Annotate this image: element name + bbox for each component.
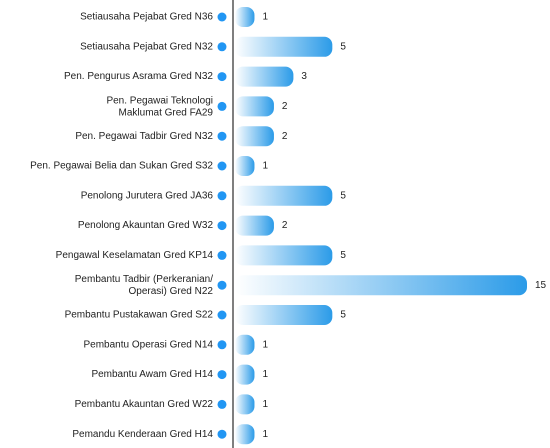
bar bbox=[235, 156, 255, 176]
category-label: Pen. Pegawai Tadbir Gred N32 bbox=[75, 131, 213, 142]
bar bbox=[235, 185, 333, 206]
axis-dot bbox=[217, 429, 227, 439]
category-label: Pengawal Keselamatan Gred KP14 bbox=[56, 250, 214, 261]
value-label: 1 bbox=[262, 161, 268, 172]
value-label: 1 bbox=[262, 399, 268, 410]
category-label: Pen. Pegawai Teknologi Maklumat Gred FA29 bbox=[106, 95, 213, 118]
category-label: Pembantu Akauntan Gred W22 bbox=[75, 399, 214, 410]
bar bbox=[235, 96, 274, 117]
axis-dot bbox=[217, 250, 227, 260]
axis-dot bbox=[217, 399, 227, 409]
category-label: Setiausaha Pejabat Gred N36 bbox=[80, 12, 213, 23]
bar bbox=[235, 66, 294, 87]
bar bbox=[235, 36, 333, 57]
value-label: 15 bbox=[535, 280, 547, 291]
category-label: Setiausaha Pejabat Gred N32 bbox=[80, 41, 213, 52]
axis-dot bbox=[217, 191, 227, 201]
bar bbox=[235, 364, 255, 385]
value-label: 2 bbox=[282, 220, 288, 231]
value-label: 5 bbox=[340, 250, 346, 261]
value-label: 5 bbox=[340, 310, 346, 321]
value-label: 5 bbox=[340, 190, 346, 201]
bar bbox=[235, 334, 255, 355]
value-label: 1 bbox=[262, 369, 268, 380]
bar bbox=[235, 126, 274, 147]
category-label: Penolong Akauntan Gred W32 bbox=[78, 220, 214, 231]
axis-dot bbox=[217, 101, 227, 111]
axis-dot bbox=[217, 370, 227, 380]
bar bbox=[235, 424, 255, 445]
value-label: 5 bbox=[340, 41, 346, 52]
value-label: 1 bbox=[262, 429, 268, 440]
axis-dot bbox=[217, 221, 227, 231]
bar bbox=[235, 215, 274, 236]
bar bbox=[235, 275, 527, 296]
value-label: 2 bbox=[282, 101, 288, 112]
category-label: Pen. Pengurus Asrama Gred N32 bbox=[64, 71, 213, 82]
category-label: Penolong Jurutera Gred JA36 bbox=[81, 190, 214, 201]
bar bbox=[235, 245, 333, 266]
category-label: Pembantu Operasi Gred N14 bbox=[83, 339, 213, 350]
axis-dot bbox=[217, 12, 227, 22]
category-label: Pemandu Kenderaan Gred H14 bbox=[72, 429, 213, 440]
value-label: 2 bbox=[282, 131, 288, 142]
axis-dot bbox=[217, 131, 227, 141]
axis-dot bbox=[217, 72, 227, 82]
value-label: 3 bbox=[301, 71, 307, 82]
category-label: Pen. Pegawai Belia dan Sukan Gred S32 bbox=[30, 161, 213, 172]
category-label: Pembantu Awam Gred H14 bbox=[91, 369, 213, 380]
value-label: 1 bbox=[262, 339, 268, 350]
axis-dot bbox=[217, 310, 227, 320]
axis-dot bbox=[217, 340, 227, 350]
axis-dot bbox=[217, 161, 227, 171]
axis-dot bbox=[217, 280, 227, 290]
category-label: Pembantu Tadbir (Perkeranian/Operasi) Gr… bbox=[75, 274, 214, 297]
value-label: 1 bbox=[262, 12, 268, 23]
axis-dot bbox=[217, 42, 227, 52]
bar bbox=[235, 7, 255, 27]
bar bbox=[235, 305, 333, 325]
bar bbox=[235, 394, 255, 415]
category-label: Pembantu Pustakawan Gred S22 bbox=[65, 310, 214, 321]
